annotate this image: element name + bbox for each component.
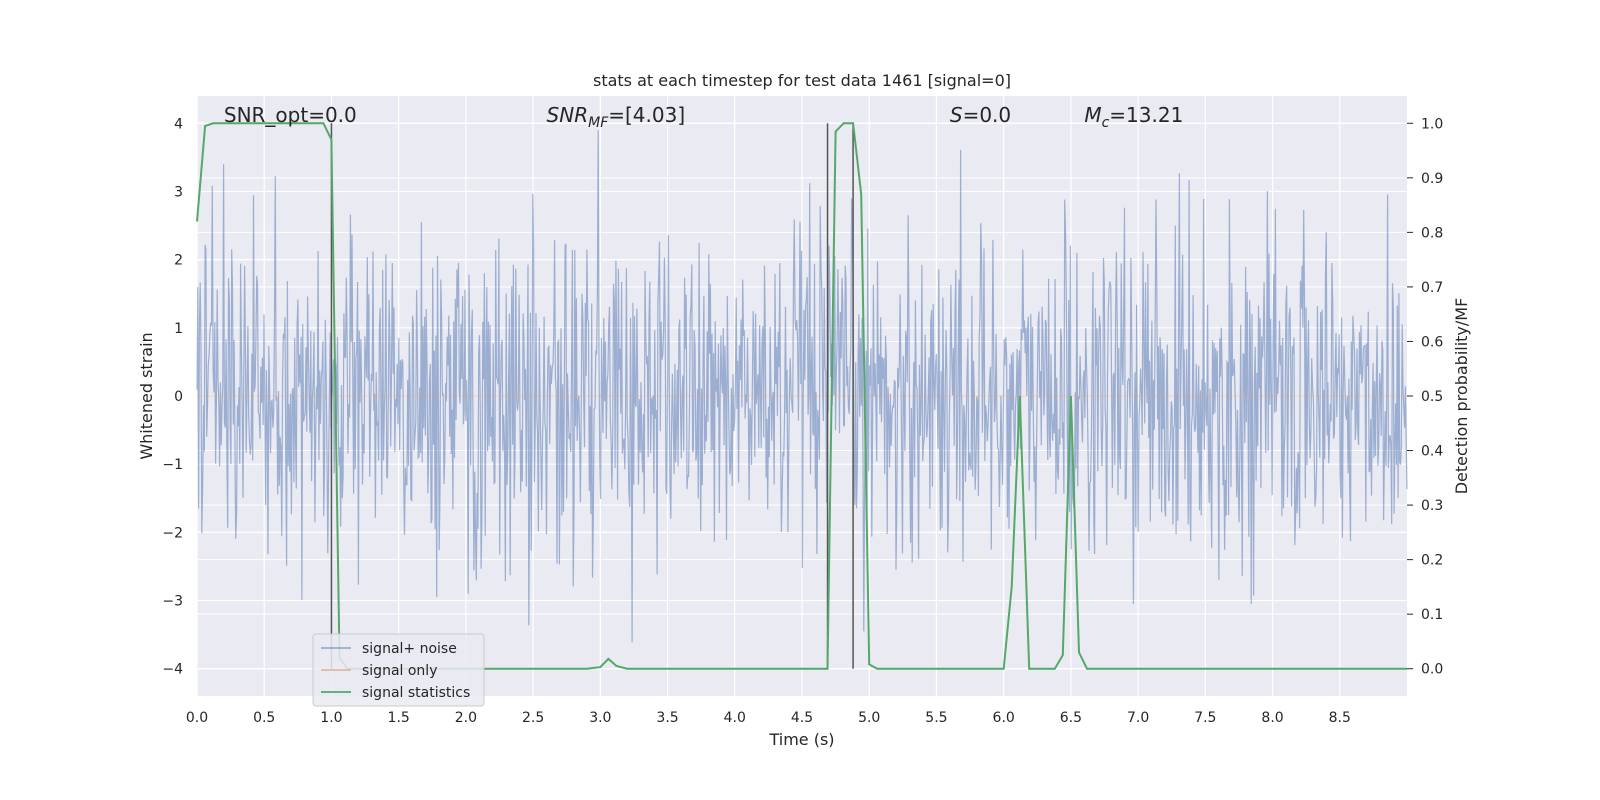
x-tick-label: 0.5 <box>253 710 275 726</box>
signal-noise-line <box>196 130 1408 643</box>
y-tick-label: 2 <box>174 253 183 269</box>
x-tick-label: 5.0 <box>858 710 880 726</box>
y-tick-label: −3 <box>162 594 183 610</box>
y2-axis-label: Detection probability/MF <box>1452 298 1471 495</box>
x-axis-ticks: 0.0 0.5 1.0 1.5 2.0 2.5 3.0 3.5 4.0 4.5 5.0 5.5 6.0 6… <box>186 710 1351 726</box>
y2-tick-label: 0.5 <box>1421 389 1443 405</box>
y2-axis-ticks: 1.0 0.9 0.8 0.7 0.6 0.5 0.4 0.3 0.2 0.1 0.0 <box>1407 116 1443 678</box>
annotation-s-value: S=0.0 <box>950 103 1011 127</box>
y-tick-label: −2 <box>162 525 183 541</box>
chart-title: stats at each timestep for test data 146… <box>593 71 1011 90</box>
x-tick-label: 3.0 <box>589 710 611 726</box>
y-tick-label: 1 <box>174 321 183 337</box>
y-tick-label: 3 <box>174 184 183 200</box>
signal-statistics-line <box>196 122 1407 670</box>
y-tick-label: −4 <box>162 662 183 678</box>
x-tick-label: 1.5 <box>388 710 410 726</box>
y-axis-ticks: 4 3 2 1 0 −1 −2 −3 −4 <box>162 116 183 677</box>
y2-tick-label: 0.2 <box>1421 553 1443 569</box>
legend-label-signal-only: signal only <box>362 663 437 679</box>
y-tick-label: 0 <box>174 389 183 405</box>
y2-tick-label: 0.3 <box>1421 498 1443 514</box>
x-tick-label: 4.0 <box>724 710 746 726</box>
x-tick-label: 2.5 <box>522 710 544 726</box>
y2-tick-label: 1.0 <box>1421 116 1443 132</box>
y2-tick-label: 0.7 <box>1421 280 1443 296</box>
x-tick-label: 8.0 <box>1261 710 1283 726</box>
y-axis-label: Whitened strain <box>137 332 156 459</box>
x-tick-label: 2.0 <box>455 710 477 726</box>
y-tick-label: 4 <box>174 116 183 132</box>
x-tick-label: 6.0 <box>993 710 1015 726</box>
legend-label-signal-noise: signal+ noise <box>362 641 457 657</box>
y2-tick-label: 0.9 <box>1421 171 1443 187</box>
y2-tick-label: 0.0 <box>1421 662 1443 678</box>
x-tick-label: 7.0 <box>1127 710 1149 726</box>
y2-tick-label: 0.4 <box>1421 444 1443 460</box>
x-tick-label: 1.0 <box>320 710 342 726</box>
vertical-markers <box>330 123 854 669</box>
annotation-mc-value: Mc=13.21 <box>1084 103 1183 131</box>
annotation-snr-opt: SNR_opt=0.0 <box>224 103 357 127</box>
annotations: SNR_opt=0.0 SNRMF=[4.03] S=0.0 Mc=13.21 <box>224 103 1183 131</box>
x-axis-label: Time (s) <box>768 730 834 749</box>
y2-tick-label: 0.6 <box>1421 334 1443 350</box>
y2-tick-label: 0.8 <box>1421 225 1443 241</box>
y-tick-label: −1 <box>162 457 183 473</box>
x-tick-label: 3.5 <box>656 710 678 726</box>
signal-noise-series <box>196 130 1408 643</box>
legend: signal+ noise signal only signal statist… <box>312 633 485 707</box>
x-tick-label: 6.5 <box>1060 710 1082 726</box>
annotation-snr-mf: SNRMF=[4.03] <box>547 103 686 131</box>
legend-label-signal-statistics: signal statistics <box>362 685 470 701</box>
x-tick-label: 7.5 <box>1194 710 1216 726</box>
legend-box <box>312 633 485 707</box>
x-tick-label: 0.0 <box>186 710 208 726</box>
x-tick-label: 5.5 <box>925 710 947 726</box>
x-tick-label: 8.5 <box>1329 710 1351 726</box>
y2-tick-label: 0.1 <box>1421 607 1443 623</box>
x-tick-label: 4.5 <box>791 710 813 726</box>
signal-statistics-series <box>196 122 1407 670</box>
